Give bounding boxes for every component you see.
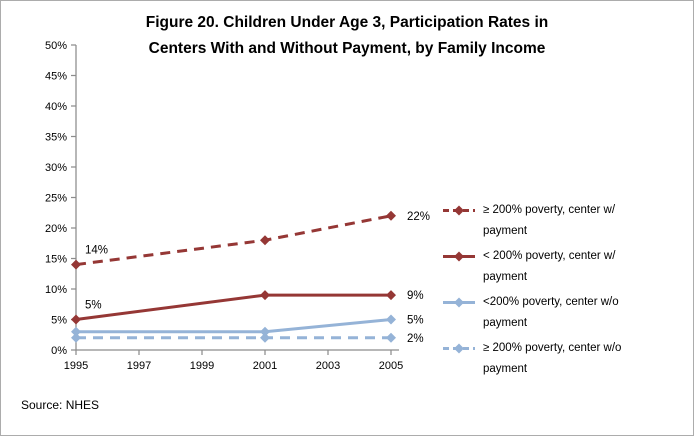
legend-item: < 200% poverty, center w/ payment <box>442 246 690 288</box>
legend-line-marker-icon <box>443 297 475 308</box>
data-point-label: 2% <box>407 333 424 345</box>
chart-title: Figure 20. Children Under Age 3, Partici… <box>1 10 693 62</box>
data-point-label: 22% <box>407 211 430 223</box>
source-note: Source: NHES <box>21 398 100 412</box>
legend-item: ≥ 200% poverty, center w/ payment <box>442 200 690 242</box>
series-line-0 <box>75 214 392 267</box>
data-point-label: 5% <box>85 300 102 312</box>
y-tick-label: 25% <box>45 193 67 205</box>
legend-item: ≥ 200% poverty, center w/o payment <box>442 338 690 380</box>
data-point-marker <box>260 290 270 301</box>
y-tick-label: 45% <box>45 71 67 83</box>
legend-item: <200% poverty, center w/o payment <box>442 292 690 334</box>
x-tick-label: 1995 <box>64 360 88 372</box>
y-tick-label: 30% <box>45 162 67 174</box>
legend-line-marker-icon <box>443 251 475 262</box>
chart-title-line-2: Centers With and Without Payment, by Fam… <box>148 40 546 57</box>
y-tick-label: 5% <box>51 315 67 327</box>
series-line-1 <box>75 293 391 321</box>
legend-label: < 200% poverty, center w/ payment <box>483 250 616 283</box>
data-point-label: 14% <box>85 245 108 257</box>
legend-line-marker-icon <box>443 343 475 354</box>
chart-legend: ≥ 200% poverty, center w/ payment < 200% … <box>442 200 690 384</box>
x-tick-label: 2003 <box>316 360 340 372</box>
data-point-marker <box>386 332 396 343</box>
data-point-label: 9% <box>407 290 424 302</box>
data-point-marker <box>71 259 81 270</box>
chart-title-line-1: Figure 20. Children Under Age 3, Partici… <box>145 14 549 31</box>
data-point-marker <box>71 314 81 325</box>
data-point-marker <box>386 290 396 301</box>
y-tick-label: 15% <box>45 254 67 266</box>
data-point-marker <box>260 326 270 337</box>
y-tick-label: 50% <box>45 40 67 52</box>
legend-line-marker-icon <box>443 205 475 216</box>
data-point-marker <box>386 210 396 221</box>
data-point-marker <box>71 332 81 343</box>
legend-label: <200% poverty, center w/o payment <box>483 296 619 329</box>
y-tick-label: 40% <box>45 101 67 113</box>
y-tick-label: 35% <box>45 132 67 144</box>
data-point-marker <box>71 326 81 337</box>
data-point-label: 5% <box>407 315 424 327</box>
data-point-marker <box>260 235 270 246</box>
y-tick-label: 10% <box>45 284 67 296</box>
x-tick-label: 2001 <box>253 360 277 372</box>
x-tick-label: 1997 <box>127 360 151 372</box>
data-point-marker <box>386 314 396 325</box>
legend-label: ≥ 200% poverty, center w/o payment <box>483 342 622 375</box>
series-line-2 <box>76 318 392 334</box>
data-point-marker <box>260 332 270 343</box>
legend-label: ≥ 200% poverty, center w/ payment <box>483 204 616 237</box>
x-tick-label: 1999 <box>190 360 214 372</box>
x-tick-label: 2005 <box>379 360 403 372</box>
y-tick-label: 0% <box>51 345 67 357</box>
y-tick-label: 20% <box>45 223 67 235</box>
